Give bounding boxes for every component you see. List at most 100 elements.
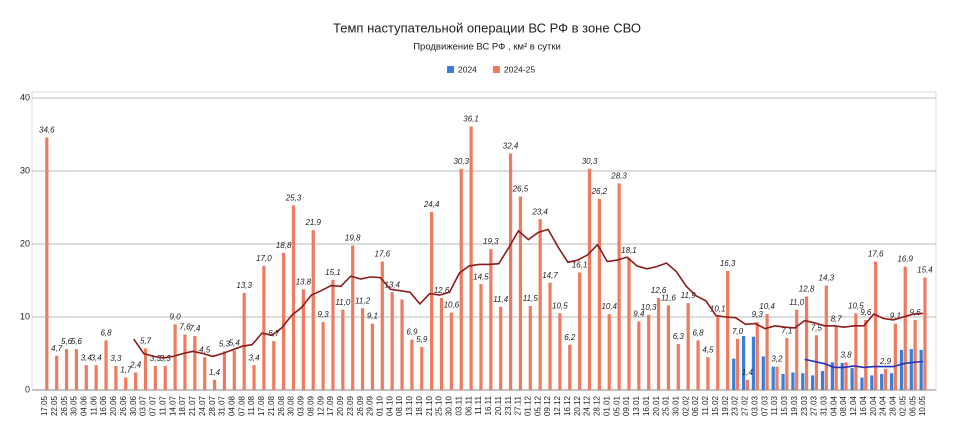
x-tick-label: 24.12: [583, 395, 592, 416]
data-label: 30,3: [582, 157, 598, 166]
x-tick-label: 11.03: [770, 395, 779, 415]
bar: [811, 375, 815, 390]
x-tick-label: 11.06: [89, 395, 98, 415]
x-tick-label: 07.08: [237, 395, 246, 416]
x-tick-label: 30.06: [129, 395, 138, 416]
bar: [686, 303, 690, 390]
bar: [820, 371, 825, 390]
data-label: 3,3: [160, 354, 172, 363]
x-tick-label: 19.03: [790, 395, 799, 416]
x-tick-label: 20.04: [869, 395, 878, 416]
bar: [804, 296, 809, 390]
data-label: 32,4: [503, 142, 519, 151]
data-label: 30,3: [453, 157, 469, 166]
bar: [508, 153, 513, 390]
data-label: 11,5: [523, 294, 539, 303]
bar: [430, 211, 434, 390]
bar: [706, 357, 710, 390]
bar: [568, 344, 572, 390]
data-label: 10,5: [848, 301, 864, 310]
data-label: 9,6: [910, 308, 922, 317]
bar: [883, 368, 888, 390]
bar: [741, 335, 746, 390]
data-label: 5,9: [416, 335, 428, 344]
x-tick-label: 02.05: [898, 395, 907, 416]
x-tick-label: 23.09: [346, 395, 355, 416]
bar: [124, 377, 128, 390]
bar: [607, 314, 611, 390]
bar: [761, 356, 765, 390]
x-tick-label: 12.04: [849, 395, 858, 416]
bar: [262, 265, 266, 390]
x-tick-label: 10.05: [918, 395, 927, 416]
data-label: 3,4: [81, 353, 93, 362]
bar: [439, 298, 444, 390]
bar: [597, 198, 601, 390]
x-tick-label: 25.01: [662, 395, 671, 416]
bar: [716, 316, 720, 390]
data-label: 26,2: [591, 187, 608, 196]
data-label: 10,3: [641, 303, 657, 312]
bar: [745, 379, 749, 390]
data-label: 9,1: [367, 312, 378, 321]
bar: [370, 323, 375, 390]
bar: [874, 261, 878, 390]
x-tick-label: 11.11: [474, 395, 483, 414]
bar: [923, 277, 927, 390]
trend-line: [133, 228, 924, 359]
x-tick-label: 06.02: [691, 395, 700, 416]
x-tick-label: 11.02: [701, 395, 710, 415]
data-label: 28,3: [610, 172, 627, 181]
x-tick-label: 20.09: [336, 395, 345, 416]
x-tick-label: 15.02: [711, 395, 720, 416]
bar: [791, 372, 795, 390]
x-tick-label: 03.07: [139, 395, 148, 416]
bar: [360, 308, 365, 390]
bar: [55, 355, 59, 390]
data-label: 4,5: [702, 345, 714, 354]
bar: [232, 350, 236, 390]
trend-line: [804, 358, 924, 369]
bar: [64, 349, 69, 390]
bar: [732, 358, 736, 390]
bar: [222, 351, 227, 390]
x-tick-label: 30.10: [445, 395, 454, 416]
data-label: 15,4: [917, 266, 933, 275]
bar: [291, 205, 296, 390]
x-tick-label: 08.09: [306, 395, 315, 416]
bar: [578, 272, 582, 390]
data-label: 5,3: [219, 339, 231, 348]
x-tick-label: 26.08: [277, 395, 286, 416]
x-tick-label: 12.12: [553, 395, 562, 416]
x-tick-label: 27.03: [810, 395, 819, 416]
bar: [830, 362, 834, 390]
data-label: 12,8: [799, 285, 815, 294]
x-tick-label: 06.11: [464, 395, 473, 415]
x-tick-label: 26.06: [119, 395, 128, 416]
x-tick-label: 07.03: [760, 395, 769, 416]
data-label: 5,7: [140, 336, 152, 345]
x-tick-label: 21.10: [425, 395, 434, 416]
x-tick-label: 18.10: [415, 395, 424, 416]
y-tick-label: 30: [20, 165, 30, 175]
bar: [84, 365, 88, 390]
data-label: 7,5: [811, 323, 823, 332]
data-label: 6,8: [692, 328, 704, 337]
x-tick-label: 02.02: [681, 395, 690, 416]
x-tick-label: 30.05: [70, 395, 79, 416]
bar: [341, 309, 345, 390]
bar: [252, 365, 256, 390]
bar: [860, 377, 864, 390]
x-tick-label: 01.10: [376, 395, 385, 416]
x-tick-label: 31.03: [820, 395, 829, 416]
bar: [538, 219, 542, 390]
y-tick-label: 20: [20, 238, 30, 248]
x-tick-label: 04.06: [80, 395, 89, 416]
bar: [153, 365, 157, 390]
bar: [518, 196, 523, 390]
bar: [834, 326, 838, 390]
bar: [449, 312, 453, 390]
data-label: 23,4: [531, 207, 548, 216]
bar: [755, 322, 759, 390]
